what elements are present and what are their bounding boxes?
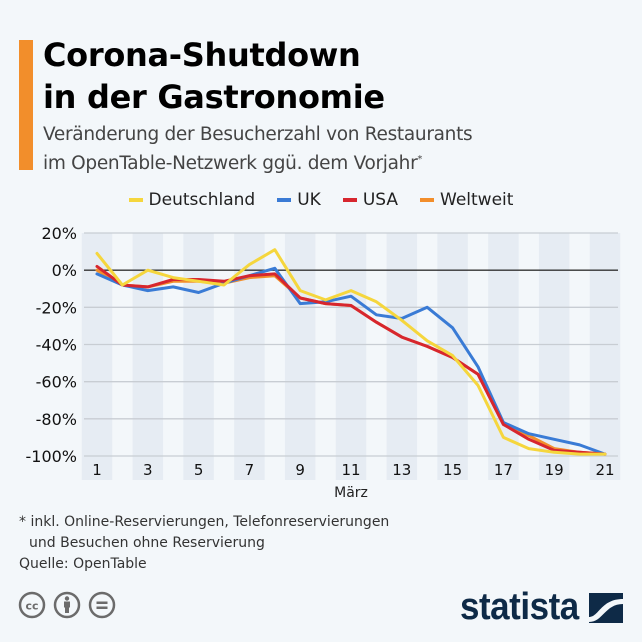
legend-label: Deutschland bbox=[148, 190, 256, 210]
title-line-1: Corona-Shutdown bbox=[43, 36, 361, 74]
footnote: * inkl. Online-Reservierungen, Telefonre… bbox=[19, 512, 619, 575]
license-icons: cc bbox=[18, 591, 116, 619]
x-tick-label: 21 bbox=[595, 461, 614, 479]
legend-item-uk: UK bbox=[277, 190, 321, 210]
x-band bbox=[589, 233, 621, 480]
x-axis-ticks: 1 3 5 7 9 11 13 15 17 19 21 bbox=[92, 461, 614, 479]
y-tick-label: -20% bbox=[36, 298, 77, 317]
series-line-deutschland bbox=[95, 248, 607, 456]
x-tick-label: 3 bbox=[143, 461, 153, 479]
x-tick-label: 1 bbox=[92, 461, 102, 479]
x-tick-label: 7 bbox=[245, 461, 255, 479]
y-tick-label: 0% bbox=[52, 261, 77, 280]
attribution-icon[interactable] bbox=[53, 591, 81, 619]
y-gridlines bbox=[84, 232, 618, 457]
footnote-line-2: und Besuchen ohne Reservierung bbox=[29, 535, 265, 551]
y-axis-ticks: 20% 0% -20% -40% -60% -80% -100% bbox=[25, 224, 77, 466]
brand-wordmark: statista bbox=[460, 586, 579, 628]
series-line-uk bbox=[95, 266, 607, 456]
legend-item-weltweit: Weltweit bbox=[420, 190, 513, 210]
x-band bbox=[386, 233, 418, 480]
chart-title: Corona-Shutdown in der Gastronomie bbox=[43, 34, 623, 118]
x-tick-label: 13 bbox=[392, 461, 411, 479]
source-text: Quelle: OpenTable bbox=[19, 556, 147, 572]
legend-label: Weltweit bbox=[440, 190, 514, 210]
y-tick-label: 20% bbox=[41, 224, 77, 243]
x-axis-label: März bbox=[334, 485, 368, 501]
x-tick-label: 5 bbox=[194, 461, 204, 479]
legend-swatch-weltweit bbox=[420, 198, 435, 202]
x-band bbox=[335, 233, 367, 480]
x-tick-label: 17 bbox=[494, 461, 513, 479]
statista-logo-icon bbox=[589, 592, 624, 623]
statista-logo[interactable]: statista bbox=[460, 586, 624, 629]
x-tick-label: 9 bbox=[295, 461, 305, 479]
subtitle-line-1: Veränderung der Besucherzahl von Restaur… bbox=[43, 124, 473, 145]
line-chart: 20%0%-20%-40%-60%-80%-100% 1 3 5 7 9 11 13 15 17… bbox=[25, 224, 621, 501]
legend-label: USA bbox=[362, 190, 399, 210]
y-tick-label: -100% bbox=[25, 447, 77, 466]
legend-label: UK bbox=[297, 190, 321, 210]
y-tick-label: -40% bbox=[36, 336, 77, 355]
legend-swatch-deutschland bbox=[128, 198, 143, 202]
chart-subtitle: Veränderung der Besucherzahl von Restaur… bbox=[43, 122, 633, 176]
legend-swatch-uk bbox=[277, 198, 292, 202]
no-derivatives-icon[interactable] bbox=[88, 591, 116, 619]
x-band bbox=[183, 233, 214, 480]
title-line-2: in der Gastronomie bbox=[43, 78, 385, 116]
subtitle-line-2: im OpenTable-Netzwerk ggü. dem Vorjahr bbox=[43, 153, 418, 175]
svg-text:cc: cc bbox=[25, 600, 38, 613]
series-lines bbox=[95, 248, 607, 456]
footnote-mark: * bbox=[417, 154, 423, 165]
cc-icon[interactable]: cc bbox=[18, 591, 46, 619]
legend: Deutschland UK USA Weltweit bbox=[0, 190, 642, 210]
subtitle-line-2-wrap: im OpenTable-Netzwerk ggü. dem Vorjahr* bbox=[43, 147, 633, 176]
y-tick-label: -80% bbox=[36, 410, 77, 429]
footnote-line-1: * inkl. Online-Reservierungen, Telefonre… bbox=[19, 514, 390, 530]
x-tick-label: 15 bbox=[443, 461, 462, 479]
legend-swatch-usa bbox=[342, 198, 357, 202]
x-tick-label: 19 bbox=[545, 461, 564, 479]
y-tick-label: -60% bbox=[36, 373, 77, 392]
x-tick-label: 11 bbox=[341, 461, 360, 479]
legend-item-deutschland: Deutschland bbox=[128, 190, 256, 210]
title-accent-bar bbox=[19, 40, 33, 170]
legend-item-usa: USA bbox=[342, 190, 399, 210]
